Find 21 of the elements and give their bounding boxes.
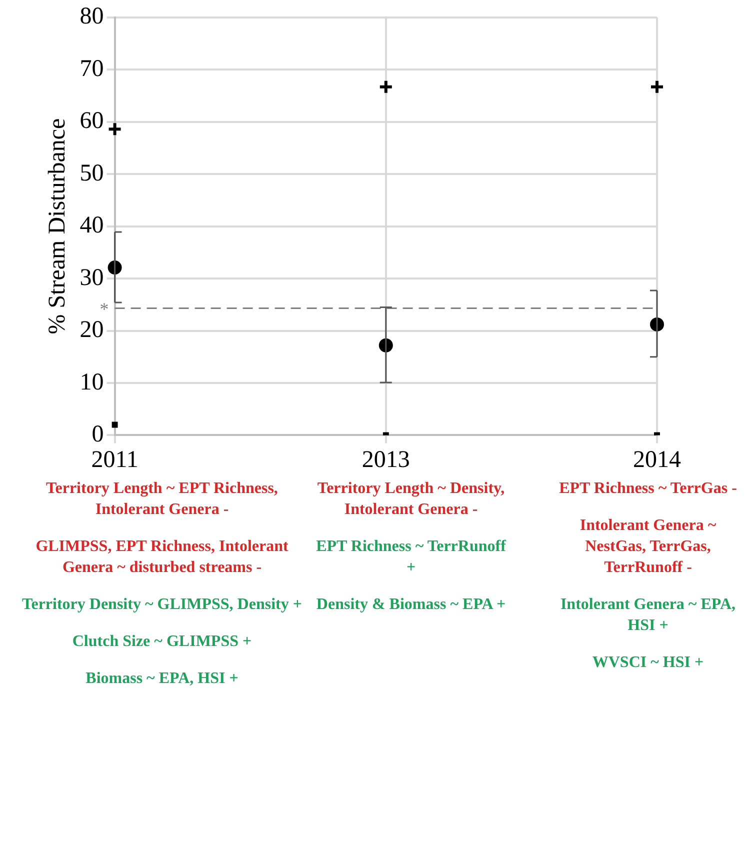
ref-line-label: * (100, 299, 109, 320)
y-axis-title: % Stream Disturbance (44, 118, 71, 334)
y-tick-label: 40 (80, 212, 104, 239)
text: Territory Length ~ Density, Intolerant Genera - EPT Richness ~ TerrRunoff + Density & Biomass ~ EPA + (316, 480, 506, 613)
y-tick-label: 30 (80, 264, 104, 291)
x-tick-label: 2013 (362, 446, 410, 473)
x-tick-label: 2014 (633, 446, 681, 473)
y-tick-label: 50 (80, 160, 104, 186)
y-tick-label: 0 (92, 421, 104, 448)
y-tick-label: 10 (80, 369, 104, 396)
text: Territory Length ~ EPT Richness, Intolerant Genera - GLIMPSS, EPT Richness, Intolerant Genera ~ disturbed streams - Territory Density ~ GLIMPSS, Density + Clutch Size ~ GLIMPSS + Biomass ~ EPA, HSI + (22, 480, 302, 687)
x-tick-label: 2011 (91, 446, 138, 473)
y-tick-label: 20 (80, 317, 104, 344)
point (378, 79, 394, 94)
y-tick-label: 60 (80, 108, 104, 134)
point (112, 422, 118, 428)
point (107, 122, 122, 137)
y-tick-label: 80 (80, 4, 104, 30)
y-tick-label: 70 (80, 56, 104, 82)
text: EPT Richness ~ TerrGas - Intolerant Genera ~ NestGas, TerrGas, TerrRunoff - Intolerant Genera ~ EPA, HSI + WVSCI ~ HSI + (559, 480, 737, 671)
point (650, 79, 664, 94)
